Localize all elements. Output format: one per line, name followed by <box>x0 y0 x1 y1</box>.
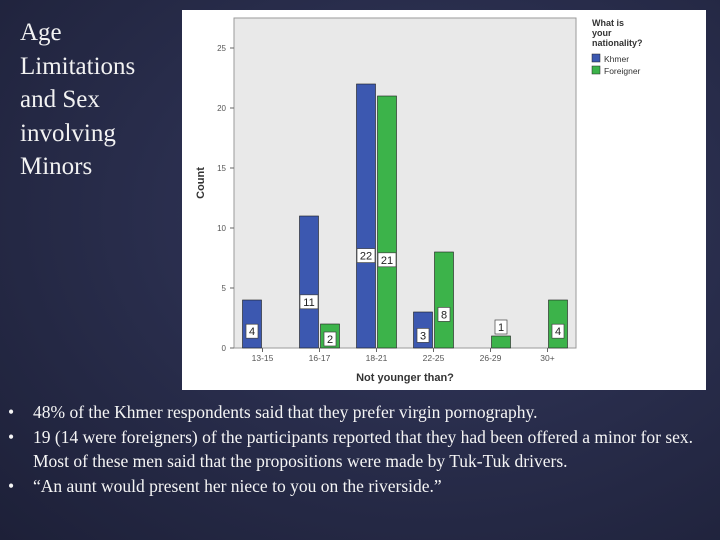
title-line: Minors <box>20 153 93 180</box>
y-tick-label: 10 <box>217 224 226 233</box>
data-label-box <box>551 323 565 339</box>
x-tick-label: 26-29 <box>480 353 502 363</box>
bar <box>356 83 376 349</box>
bar <box>434 251 454 349</box>
x-tick-label: 30+ <box>540 353 554 363</box>
legend-title: What is <box>592 18 624 28</box>
slide-title: Age Limitations and Sex involving Minors <box>20 16 170 184</box>
bar <box>377 95 397 349</box>
title-line: Limitations <box>20 52 136 80</box>
legend-swatch <box>591 65 601 75</box>
data-label: 8 <box>441 309 447 321</box>
data-label-box <box>437 307 451 322</box>
y-tick-label: 20 <box>217 104 226 113</box>
y-tick-label: 5 <box>222 284 227 293</box>
data-label-box <box>416 328 430 343</box>
data-label: 4 <box>555 326 561 338</box>
data-label-box <box>377 252 397 268</box>
legend-swatch <box>591 53 601 63</box>
title-line: and Sex <box>20 86 100 113</box>
data-label-box <box>245 323 259 339</box>
bullet-item: • 48% of the Khmer respondents said that… <box>8 400 714 425</box>
bullet-item: • 19 (14 were foreigners) of the partici… <box>8 425 714 474</box>
bullet-list: • 48% of the Khmer respondents said that… <box>8 400 714 498</box>
bullet-symbol: • <box>8 402 15 422</box>
data-label: 2 <box>327 334 333 346</box>
data-label: 11 <box>303 297 314 309</box>
data-label-box <box>299 294 319 310</box>
data-label: 21 <box>381 255 393 267</box>
x-tick-label: 18-21 <box>366 353 388 363</box>
x-tick-label: 22-25 <box>423 353 445 363</box>
bar-chart: 0 5 10 15 20 25 Count 13-15 4 16-17 11 2 18-21 22 21 22… <box>195 17 643 384</box>
data-label: 22 <box>360 251 372 263</box>
legend-title: nationality? <box>592 38 643 48</box>
data-label: 4 <box>249 326 255 338</box>
bullet-symbol: • <box>8 426 15 447</box>
bullet-symbol: • <box>8 475 15 496</box>
data-label: 3 <box>420 330 426 342</box>
data-label-box <box>323 331 337 347</box>
legend-label: Foreigner <box>604 66 641 76</box>
x-tick-label: 16-17 <box>309 353 331 363</box>
y-tick-label: 15 <box>217 164 226 173</box>
legend-label: Khmer <box>604 54 629 64</box>
title-line: Age <box>20 19 62 46</box>
title-line: involving <box>20 119 116 147</box>
bullet-item: • “An aunt would present her niece to yo… <box>8 474 714 499</box>
data-label-box <box>356 248 376 263</box>
y-tick-label: 25 <box>217 44 226 53</box>
data-label: 1 <box>498 322 504 334</box>
bullet-text: “An aunt would present her niece to you … <box>33 475 442 496</box>
chart-panel: 0 5 10 15 20 25 Count 13-15 4 16-17 11 2 18-21 22 21 22… <box>182 10 706 390</box>
bar <box>299 215 319 349</box>
bar <box>491 335 511 349</box>
y-tick-label: 0 <box>222 344 227 353</box>
bullet-text: 19 (14 were foreigners) of the participa… <box>33 426 694 472</box>
x-tick-label: 13-15 <box>252 353 274 363</box>
data-label-box <box>494 319 508 335</box>
legend-title: your <box>592 28 612 38</box>
x-axis-label: Not younger than? <box>356 372 454 384</box>
bullet-text: 48% of the Khmer respondents said that t… <box>33 402 538 422</box>
plot-area <box>233 17 577 349</box>
y-axis-label: Count <box>195 167 207 199</box>
